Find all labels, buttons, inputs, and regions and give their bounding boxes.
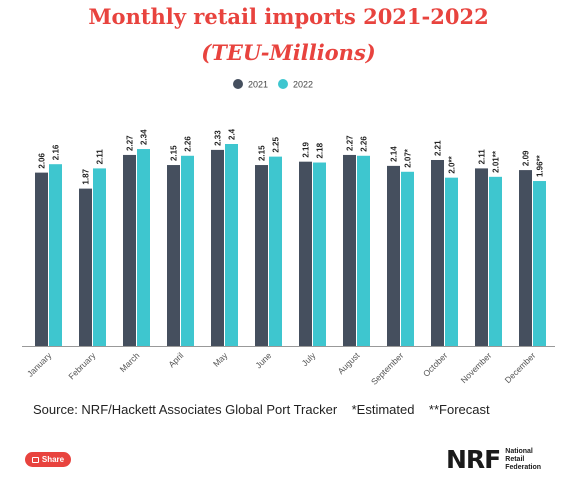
share-icon	[31, 456, 39, 463]
bar-2021	[387, 165, 400, 346]
data-label: 2.14	[390, 146, 399, 162]
data-label: 2.21	[434, 140, 443, 156]
data-label: 2.27	[346, 135, 355, 151]
legend-label: 2022	[293, 80, 313, 90]
bar-2022	[357, 155, 370, 346]
bar-2021	[475, 168, 488, 346]
x-tick-label: September	[369, 350, 406, 387]
bar-2021	[431, 159, 444, 346]
share-label: Share	[41, 455, 65, 464]
bar-2022	[225, 144, 238, 346]
nrf-logo: NRF National Retail Federation	[446, 445, 541, 474]
bar-2022	[181, 155, 194, 346]
bar-2022	[137, 149, 150, 346]
logo-text-line: Retail	[505, 455, 525, 463]
bar-2022	[313, 162, 326, 346]
data-label: 2.07*	[404, 148, 413, 168]
x-tick-label: April	[166, 350, 185, 369]
bar-2022	[533, 181, 546, 346]
x-tick-label: November	[459, 350, 494, 385]
data-label: 2.25	[272, 137, 281, 153]
bar-2022	[489, 176, 502, 346]
source-note: Source: NRF/Hackett Associates Global Po…	[33, 402, 490, 417]
data-label: 2.34	[140, 129, 149, 145]
legend-marker-2022	[278, 79, 288, 89]
data-label: 1.96**	[536, 154, 545, 177]
bar-2021	[79, 188, 92, 346]
data-label: 2.0**	[448, 155, 457, 173]
data-label: 2.06	[38, 152, 47, 168]
bar-2021	[299, 161, 312, 346]
logo-text: National Retail Federation	[505, 448, 541, 472]
legend-marker-2021	[233, 79, 243, 89]
x-tick-label: August	[336, 350, 362, 376]
data-label: 2.26	[360, 136, 369, 152]
bar-chart: 2021 2022 2.06 2.16 January 1.87 2.11 February 2…	[22, 79, 555, 387]
bar-2022	[445, 177, 458, 346]
bar-2022	[93, 168, 106, 346]
x-tick-label: June	[253, 350, 273, 370]
x-tick-label: July	[300, 350, 318, 368]
data-label: 2.11	[478, 149, 487, 165]
x-tick-label: January	[25, 350, 54, 379]
data-label: 2.26	[184, 136, 193, 152]
logo-text-line: National	[505, 447, 533, 455]
x-tick-label: December	[503, 350, 538, 385]
data-label: 2.16	[52, 144, 61, 160]
bar-2021	[255, 165, 268, 346]
x-tick-label: February	[66, 350, 98, 382]
logo-mark: NRF	[446, 445, 501, 474]
data-label: 2.11	[96, 149, 105, 165]
data-label: 2.4	[228, 128, 237, 140]
data-label: 2.09	[522, 150, 531, 166]
bar-2021	[35, 172, 48, 346]
chart-title: Monthly retail imports 2021-2022	[88, 4, 489, 29]
legend-label: 2021	[248, 80, 268, 90]
bar-2021	[123, 154, 136, 346]
data-label: 2.33	[214, 130, 223, 146]
chart-subtitle: (TEU-Millions)	[201, 40, 376, 65]
data-label: 2.15	[258, 145, 267, 161]
data-label: 1.87	[82, 168, 91, 184]
x-tick-label: March	[118, 350, 142, 374]
x-tick-label: October	[421, 350, 450, 379]
data-label: 2.15	[170, 145, 179, 161]
bar-2021	[211, 149, 224, 346]
bar-2022	[49, 164, 62, 346]
data-label: 2.27	[126, 135, 135, 151]
data-label: 2.01**	[492, 150, 501, 173]
logo-text-line: Federation	[505, 463, 542, 471]
bar-2021	[343, 154, 356, 346]
data-label: 2.19	[302, 142, 311, 158]
bar-2022	[401, 171, 414, 346]
share-button[interactable]: Share	[25, 452, 71, 467]
x-tick-label: May	[211, 350, 230, 369]
bar-2021	[519, 170, 532, 346]
data-label: 2.18	[316, 142, 325, 158]
bar-2021	[167, 165, 180, 346]
bar-2022	[269, 156, 282, 346]
